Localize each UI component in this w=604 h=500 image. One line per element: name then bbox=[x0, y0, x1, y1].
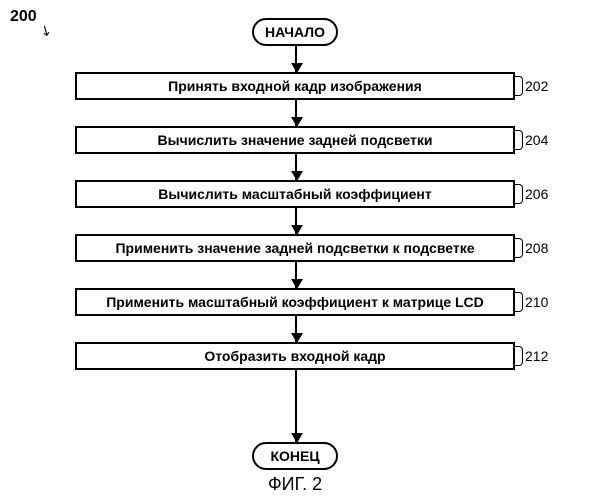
step-brace bbox=[515, 76, 523, 96]
step-number-212: 212 bbox=[525, 348, 548, 364]
flow-arrow bbox=[295, 46, 297, 72]
step-number-208: 208 bbox=[525, 240, 548, 256]
step-box-212: Отобразить входной кадр bbox=[75, 342, 515, 370]
flow-arrow bbox=[295, 316, 297, 342]
ref-number-text: 200 bbox=[10, 8, 37, 25]
step-box-204: Вычислить значение задней подсветки bbox=[75, 126, 515, 154]
flow-arrow bbox=[295, 370, 297, 442]
flow-arrow bbox=[295, 154, 297, 180]
step-box-202: Принять входной кадр изображения bbox=[75, 72, 515, 100]
step-number-206: 206 bbox=[525, 186, 548, 202]
figure-label-text: ФИГ. 2 bbox=[268, 474, 322, 494]
step-box-208: Применить значение задней подсветки к по… bbox=[75, 234, 515, 262]
flow-arrow bbox=[295, 208, 297, 234]
step-text: Вычислить значение задней подсветки bbox=[158, 132, 433, 148]
ref-arrow-icon: ↘ bbox=[37, 20, 56, 41]
flow-arrow bbox=[295, 100, 297, 126]
figure-label: ФИГ. 2 bbox=[268, 474, 322, 495]
step-text: Вычислить масштабный коэффициент bbox=[158, 186, 431, 202]
step-number-210: 210 bbox=[525, 294, 548, 310]
start-label: НАЧАЛО bbox=[265, 24, 325, 40]
step-number-202: 202 bbox=[525, 78, 548, 94]
flowchart-canvas: 200 ↘ НАЧАЛО Принять входной кадр изобра… bbox=[0, 0, 604, 500]
step-brace bbox=[515, 292, 523, 312]
terminal-end: КОНЕЦ bbox=[252, 442, 338, 470]
step-text: Принять входной кадр изображения bbox=[168, 78, 422, 94]
end-label: КОНЕЦ bbox=[270, 448, 319, 464]
terminal-start: НАЧАЛО bbox=[252, 18, 338, 46]
step-brace bbox=[515, 184, 523, 204]
step-box-206: Вычислить масштабный коэффициент bbox=[75, 180, 515, 208]
step-text: Применить значение задней подсветки к по… bbox=[115, 240, 474, 256]
step-brace bbox=[515, 130, 523, 150]
step-number-204: 204 bbox=[525, 132, 548, 148]
step-text: Отобразить входной кадр bbox=[204, 348, 385, 364]
step-brace bbox=[515, 346, 523, 366]
step-box-210: Применить масштабный коэффициент к матри… bbox=[75, 288, 515, 316]
flow-arrow bbox=[295, 262, 297, 288]
step-text: Применить масштабный коэффициент к матри… bbox=[106, 294, 484, 310]
step-brace bbox=[515, 238, 523, 258]
diagram-ref-number: 200 bbox=[10, 8, 37, 26]
